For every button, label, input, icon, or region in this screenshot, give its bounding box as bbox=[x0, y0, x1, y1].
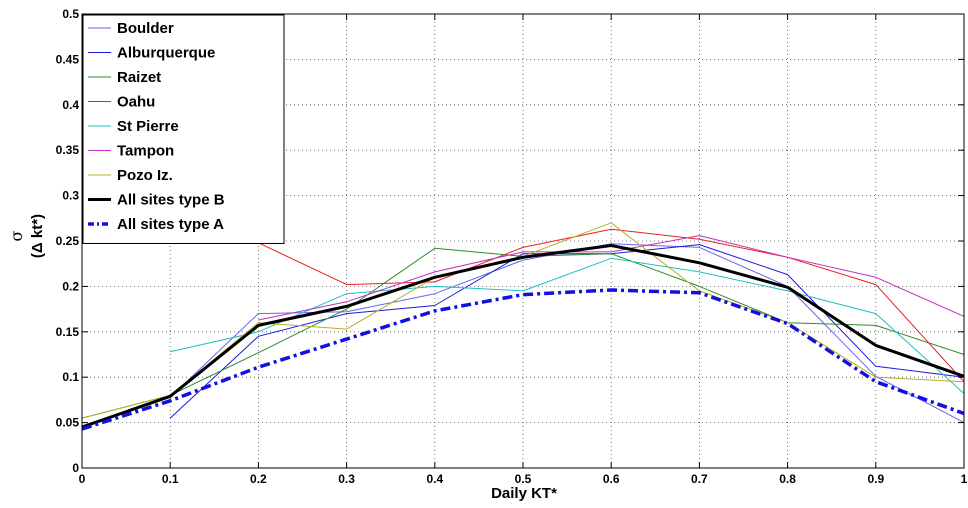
y-tick-label: 0.1 bbox=[62, 370, 79, 384]
x-tick-label: 0.1 bbox=[162, 472, 179, 486]
y-tick-label: 0.05 bbox=[56, 416, 80, 430]
legend-label: St Pierre bbox=[117, 118, 179, 135]
legend-label: Raizet bbox=[117, 69, 161, 86]
y-tick-label: 0 bbox=[72, 461, 79, 475]
y-tick-label: 0.3 bbox=[62, 189, 79, 203]
legend-label: Tampon bbox=[117, 143, 174, 160]
y-tick-label: 0.35 bbox=[56, 143, 80, 157]
series-line-tampon bbox=[258, 235, 965, 321]
x-tick-label: 1 bbox=[961, 472, 968, 486]
series-line-oahu bbox=[258, 228, 965, 383]
legend-box bbox=[82, 14, 285, 244]
y-tick-labels: 0 0.05 0.1 0.15 0.2 0.25 0.3 0.35 0.4 0.45 0.5 bbox=[56, 7, 80, 475]
x-tick-label: 0.2 bbox=[250, 472, 267, 486]
y-axis-label-symbol: σ bbox=[7, 230, 26, 241]
series-layer bbox=[81, 222, 965, 431]
series-line-all-sites-type-a bbox=[81, 288, 965, 431]
x-tick-label: 0 bbox=[79, 472, 86, 486]
y-tick-label: 0.45 bbox=[56, 52, 80, 66]
x-tick-label: 0.3 bbox=[338, 472, 355, 486]
y-tick-label: 0.2 bbox=[62, 279, 79, 293]
legend-label: Oahu bbox=[117, 94, 155, 111]
legend-label: All sites type A bbox=[117, 216, 224, 233]
x-tick-label: 0.8 bbox=[779, 472, 796, 486]
x-tick-label: 0.9 bbox=[867, 472, 884, 486]
y-tick-label: 0.5 bbox=[62, 7, 79, 21]
x-tick-label: 0.4 bbox=[426, 472, 443, 486]
y-tick-label: 0.4 bbox=[62, 98, 79, 112]
y-tick-label: 0.15 bbox=[56, 325, 80, 339]
x-tick-label: 0.6 bbox=[603, 472, 620, 486]
series-line-boulder bbox=[81, 243, 965, 428]
x-tick-labels: 0 0.1 0.2 0.3 0.4 0.5 0.6 0.7 0.8 0.9 1 bbox=[79, 472, 968, 486]
x-tick-label: 0.7 bbox=[691, 472, 708, 486]
legend-label: Boulder bbox=[117, 20, 174, 37]
legend: Boulder Alburquerque Raizet Oahu St Pierre Ta… bbox=[82, 14, 285, 244]
x-tick-label: 0.5 bbox=[515, 472, 532, 486]
legend-label: Alburquerque bbox=[117, 45, 215, 62]
y-axis-label-text: (Δ kt*) bbox=[29, 214, 46, 258]
x-axis-label: Daily KT* bbox=[491, 485, 557, 502]
y-tick-label: 0.25 bbox=[56, 234, 80, 248]
series-line-st-pierre bbox=[170, 257, 965, 394]
legend-label: All sites type B bbox=[117, 192, 225, 209]
y-axis-label: σ (Δ kt*) bbox=[7, 214, 46, 258]
legend-label: Pozo Iz. bbox=[117, 167, 173, 184]
series-line-alburquerque bbox=[169, 244, 965, 419]
series-line-all-sites-type-b bbox=[81, 244, 965, 429]
